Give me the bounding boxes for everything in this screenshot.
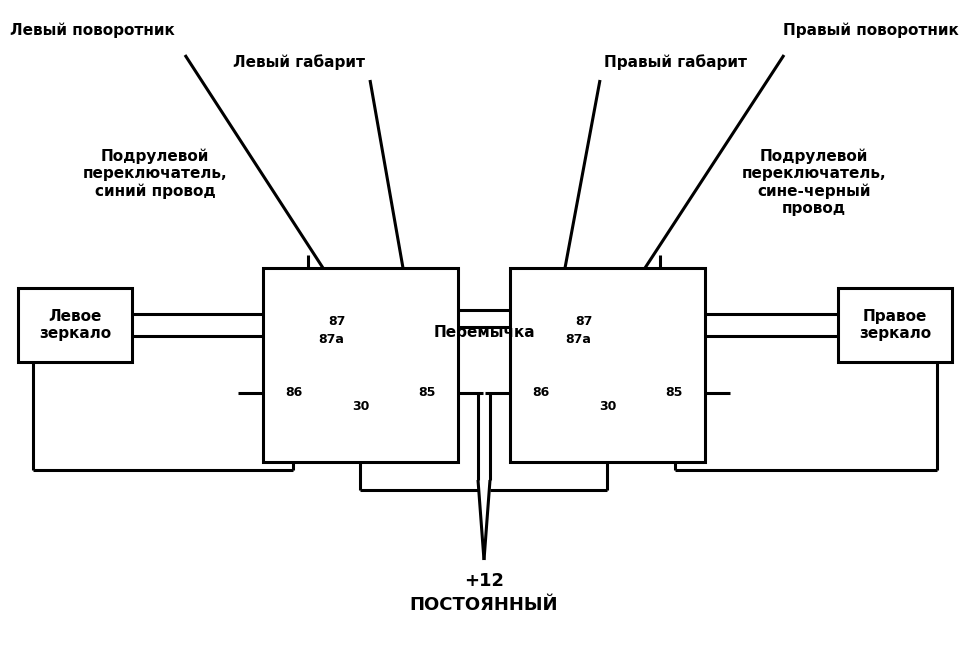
Text: Подрулевой
переключатель,
синий провод: Подрулевой переключатель, синий провод bbox=[82, 148, 228, 199]
Text: Правый габарит: Правый габарит bbox=[604, 54, 747, 70]
Text: 87а: 87а bbox=[565, 333, 591, 346]
Text: Правое
зеркало: Правое зеркало bbox=[859, 309, 931, 341]
Text: 30: 30 bbox=[599, 400, 616, 413]
Text: 87а: 87а bbox=[318, 333, 344, 346]
Bar bbox=[510, 268, 705, 462]
Text: 85: 85 bbox=[419, 386, 436, 399]
Text: Левый поворотник: Левый поворотник bbox=[10, 22, 174, 38]
Text: Левый габарит: Левый габарит bbox=[233, 54, 365, 70]
Text: +12: +12 bbox=[464, 572, 504, 590]
Text: 86: 86 bbox=[532, 386, 549, 399]
Text: 86: 86 bbox=[285, 386, 302, 399]
Text: ПОСТОЯННЫЙ: ПОСТОЯННЫЙ bbox=[410, 596, 558, 614]
Text: 87: 87 bbox=[328, 315, 345, 328]
Text: Подрулевой
переключатель,
сине-черный
провод: Подрулевой переключатель, сине-черный пр… bbox=[741, 148, 887, 216]
Text: Перемычка: Перемычка bbox=[433, 325, 535, 340]
Text: Левое
зеркало: Левое зеркало bbox=[39, 309, 111, 341]
Bar bbox=[18, 288, 132, 362]
Text: 85: 85 bbox=[666, 386, 683, 399]
Text: Правый поворотник: Правый поворотник bbox=[783, 22, 959, 38]
Text: 87: 87 bbox=[575, 315, 592, 328]
Bar bbox=[838, 288, 952, 362]
Bar bbox=[263, 268, 458, 462]
Text: 30: 30 bbox=[352, 400, 369, 413]
